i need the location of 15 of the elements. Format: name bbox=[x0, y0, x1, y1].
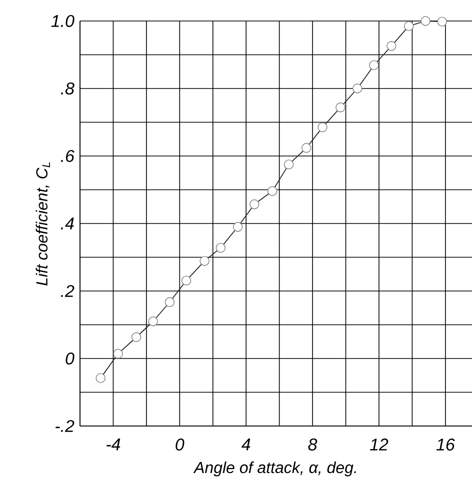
y-tick-label: 0 bbox=[66, 352, 74, 365]
x-tick-label: 16 bbox=[436, 438, 455, 451]
y-tick-label: -.2 bbox=[56, 420, 74, 432]
x-tick-label: 12 bbox=[370, 438, 388, 450]
y-axis-title: Lift coefficient, C$_{L}$ bbox=[36, 162, 50, 286]
x-tick-label: 8 bbox=[308, 438, 318, 451]
x-tick-label: -4 bbox=[106, 438, 120, 450]
y-tick-label: 1.0 bbox=[51, 14, 74, 28]
y-tick-label: .8 bbox=[60, 82, 74, 95]
y-tick-label: .4 bbox=[60, 218, 74, 230]
y-tick-label: .6 bbox=[60, 150, 74, 162]
x-axis-title: Angle of attack, α, deg. bbox=[193, 461, 356, 476]
y-tick-label: .2 bbox=[60, 285, 74, 297]
x-tick-label: 4 bbox=[241, 438, 250, 450]
x-tick-label: 0 bbox=[176, 438, 184, 451]
